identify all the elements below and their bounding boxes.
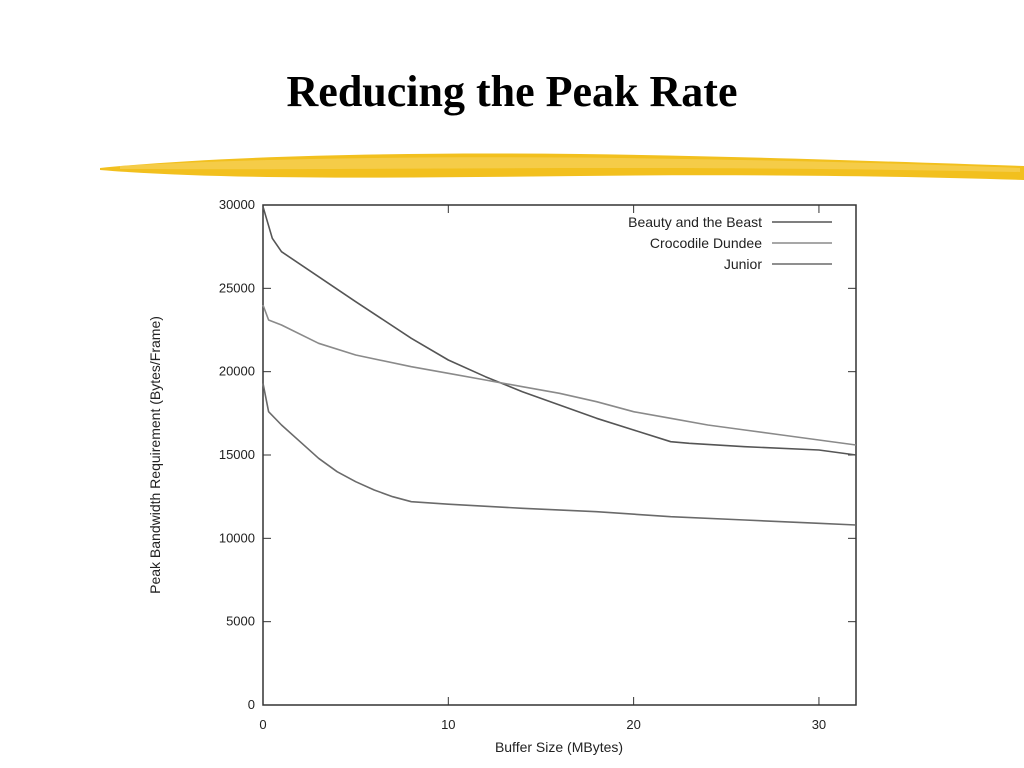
x-axis-ticks: 0 10 20 30 [259,205,826,732]
swoosh-stroke-light [120,157,1020,172]
x-tick-label: 30 [812,717,826,732]
chart-legend: Beauty and the Beast Crocodile Dundee Juni… [628,214,832,272]
chart-series-group [262,206,857,526]
y-axis-ticks: 0 5000 10000 15000 20000 25000 30000 [219,197,856,712]
legend-label-2: Crocodile Dundee [650,235,762,251]
line-chart: 0 5000 10000 15000 20000 25000 30000 0 10 20 30 B… [147,197,857,755]
y-tick-label: 0 [248,697,255,712]
decorative-swoosh [100,153,1024,180]
x-tick-label: 0 [259,717,266,732]
x-tick-label: 20 [626,717,640,732]
slide-title: Reducing the Peak Rate [286,67,738,116]
y-tick-label: 20000 [219,364,255,379]
series-line-1 [262,206,857,456]
y-tick-label: 30000 [219,197,255,212]
legend-label-3: Junior [724,256,762,272]
chart-container: 0 5000 10000 15000 20000 25000 30000 0 10 20 30 B… [130,190,870,768]
plot-frame [262,204,857,706]
y-tick-label: 5000 [226,614,255,629]
y-axis-title: Peak Bandwidth Requirement (Bytes/Frame) [147,316,163,594]
y-tick-label: 25000 [219,280,255,295]
y-tick-label: 15000 [219,447,255,462]
series-line-2 [262,304,857,446]
series-line-3 [262,383,857,526]
x-axis-title: Buffer Size (MBytes) [495,739,623,755]
y-tick-label: 10000 [219,530,255,545]
legend-label-1: Beauty and the Beast [628,214,762,230]
x-tick-label: 10 [441,717,455,732]
